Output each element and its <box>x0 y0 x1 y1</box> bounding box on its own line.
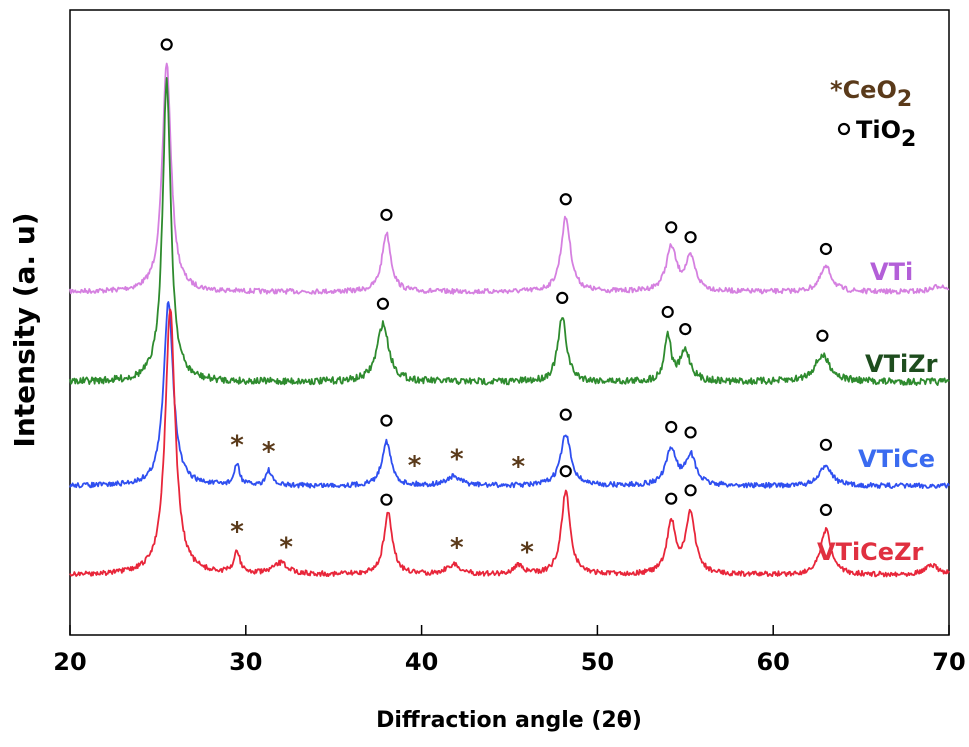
tio2-marker <box>559 465 572 478</box>
tio2-marker <box>819 438 833 451</box>
x-tick-marks <box>69 625 950 635</box>
x-tick-label-20: 20 <box>53 648 86 676</box>
trace-vticezr <box>69 308 950 578</box>
phase-markers: * * * * * * * * * <box>160 38 833 567</box>
tio2-marker <box>665 221 678 234</box>
x-tick-label-60: 60 <box>756 648 789 676</box>
x-tick-label-50: 50 <box>581 648 614 676</box>
series-labels: VTi VTiZr VTiCe VTiCeZr <box>817 258 938 566</box>
plot-frame <box>69 9 950 636</box>
ceo2-marker: * <box>408 451 422 481</box>
x-tick-label-70: 70 <box>932 648 965 676</box>
ceo2-marker: * <box>279 533 293 563</box>
tio2-marker <box>559 408 572 421</box>
series-label-vtice: VTiCe <box>858 445 935 473</box>
tio2-marker <box>679 323 692 336</box>
series-label-vtizr: VTiZr <box>865 350 938 378</box>
tio2-marker <box>556 291 569 304</box>
x-tick-labels: 20 30 40 50 60 70 <box>53 648 965 676</box>
tio2-marker <box>684 231 697 244</box>
legend-tio2-marker-icon <box>837 122 851 136</box>
y-axis-label: Intensity (a. u) <box>8 212 41 447</box>
tio2-marker <box>684 484 697 497</box>
legend-entry-tio2: TiO2 <box>856 116 916 152</box>
tio2-marker <box>665 420 678 434</box>
tio2-marker <box>665 492 678 505</box>
trace-vtizr <box>69 77 950 386</box>
tio2-marker <box>160 38 173 51</box>
tio2-marker <box>376 297 390 310</box>
tio2-marker <box>559 193 572 206</box>
legend: *CeO2 TiO2 <box>830 76 916 152</box>
tio2-marker <box>819 503 833 516</box>
x-axis-label: Diffraction angle (2θ) <box>376 708 642 733</box>
ceo2-marker: * <box>262 437 276 467</box>
tio2-marker <box>380 208 393 221</box>
tio2-marker <box>380 414 393 427</box>
ceo2-marker: * <box>230 430 244 460</box>
ceo2-marker: * <box>230 517 244 547</box>
ceo2-marker: * <box>450 533 464 563</box>
series-label-vticezr: VTiCeZr <box>817 538 923 566</box>
series-label-vti: VTi <box>870 258 913 286</box>
tio2-marker <box>819 242 833 256</box>
tio2-marker <box>661 305 674 319</box>
ceo2-marker: * <box>450 445 464 475</box>
tio2-marker <box>684 426 697 439</box>
ceo2-marker: * <box>511 452 525 482</box>
trace-vti <box>69 62 950 295</box>
trace-vtice <box>69 301 950 489</box>
x-tick-label-40: 40 <box>405 648 438 676</box>
series-traces <box>69 62 950 578</box>
tio2-marker <box>816 329 829 342</box>
x-tick-label-30: 30 <box>229 648 262 676</box>
tio2-marker <box>380 493 393 506</box>
legend-entry-ceo2: *CeO2 <box>830 76 912 112</box>
ceo2-marker: * <box>520 537 534 567</box>
